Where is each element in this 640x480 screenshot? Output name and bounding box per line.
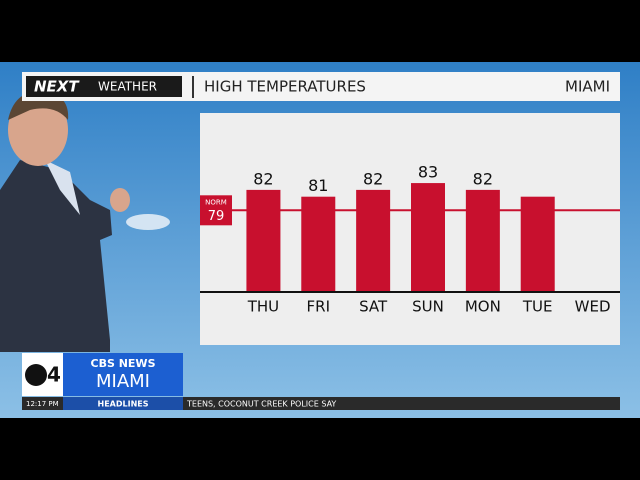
x-tick-label: SUN	[412, 298, 444, 316]
bar	[411, 183, 445, 292]
x-tick-label: SAT	[359, 298, 388, 316]
brand: NEXT	[34, 78, 80, 96]
bar	[301, 196, 336, 292]
chart: THU 82 FRI 81 SAT 82 SUN 83 MON 82 TUE WED NORM 79	[200, 163, 620, 316]
norm-label: NORM	[205, 198, 227, 206]
bar	[465, 189, 500, 292]
title: HIGH TEMPERATURES	[204, 78, 366, 96]
letterbox-top	[0, 0, 640, 62]
brand-sub: WEATHER	[98, 80, 157, 94]
channel: 4	[47, 363, 61, 387]
value-label: 83	[418, 163, 438, 182]
x-tick-label: TUE	[522, 298, 553, 316]
value-label: 81	[308, 176, 328, 195]
bar	[246, 189, 281, 292]
ticker-text: TEENS, COCONUT CREEK POLICE SAY	[186, 400, 336, 409]
x-tick-label: WED	[575, 298, 611, 316]
network: CBS NEWS	[91, 357, 156, 370]
x-tick-label: FRI	[307, 298, 330, 316]
section-box	[63, 397, 183, 410]
bar	[356, 189, 391, 292]
location: MIAMI	[565, 78, 610, 96]
presenter	[0, 91, 130, 352]
x-tick-label: THU	[247, 298, 279, 316]
value-label: 82	[253, 169, 273, 188]
norm-box	[200, 195, 232, 226]
letterbox-bottom	[0, 418, 640, 480]
bar	[520, 196, 555, 292]
ticker-section: HEADLINES	[98, 400, 149, 409]
norm-value: 79	[208, 209, 225, 224]
cbs-eye	[25, 364, 47, 386]
city: MIAMI	[96, 371, 150, 392]
brand-box	[26, 76, 182, 97]
ticker-time: 12:17 PM	[26, 400, 59, 408]
value-label: 82	[473, 169, 493, 188]
x-tick-label: MON	[465, 298, 501, 316]
network-box	[63, 353, 183, 396]
value-label: 82	[363, 169, 383, 188]
cloud	[126, 214, 170, 230]
